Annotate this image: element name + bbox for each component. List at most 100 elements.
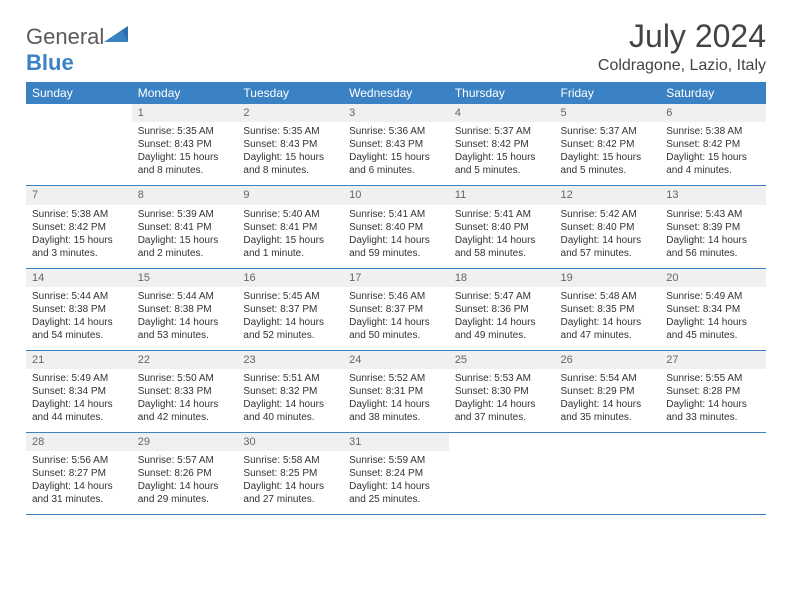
day-number: 7 [26, 186, 132, 204]
day-line: Sunset: 8:41 PM [243, 221, 337, 234]
day-line: Daylight: 14 hours [666, 398, 760, 411]
day-line: Daylight: 15 hours [561, 151, 655, 164]
calendar-day-cell: 26Sunrise: 5:54 AMSunset: 8:29 PMDayligh… [555, 350, 661, 432]
day-content: Sunrise: 5:52 AMSunset: 8:31 PMDaylight:… [343, 369, 449, 432]
calendar-day-cell: 31Sunrise: 5:59 AMSunset: 8:24 PMDayligh… [343, 433, 449, 515]
day-number: 30 [237, 433, 343, 451]
day-number: 12 [555, 186, 661, 204]
day-line: Daylight: 14 hours [455, 316, 549, 329]
calendar-day-cell: 22Sunrise: 5:50 AMSunset: 8:33 PMDayligh… [132, 350, 238, 432]
day-content: Sunrise: 5:41 AMSunset: 8:40 PMDaylight:… [343, 205, 449, 268]
day-line: Sunset: 8:34 PM [32, 385, 126, 398]
day-number: 14 [26, 269, 132, 287]
calendar-day-cell: 6Sunrise: 5:38 AMSunset: 8:42 PMDaylight… [660, 104, 766, 186]
weekday-header: Sunday [26, 82, 132, 104]
day-line: Sunset: 8:31 PM [349, 385, 443, 398]
calendar-day-cell: 20Sunrise: 5:49 AMSunset: 8:34 PMDayligh… [660, 268, 766, 350]
day-line: Sunset: 8:28 PM [666, 385, 760, 398]
day-line: Sunrise: 5:36 AM [349, 125, 443, 138]
logo-text-gray: General [26, 24, 104, 49]
day-content: Sunrise: 5:56 AMSunset: 8:27 PMDaylight:… [26, 451, 132, 514]
day-line: Sunset: 8:40 PM [561, 221, 655, 234]
day-line: Sunrise: 5:49 AM [32, 372, 126, 385]
day-line: Sunset: 8:33 PM [138, 385, 232, 398]
day-line: Sunset: 8:40 PM [455, 221, 549, 234]
day-line: Sunrise: 5:54 AM [561, 372, 655, 385]
day-line: Daylight: 15 hours [349, 151, 443, 164]
day-line: Sunrise: 5:46 AM [349, 290, 443, 303]
day-line: Sunrise: 5:48 AM [561, 290, 655, 303]
day-line: Sunset: 8:29 PM [561, 385, 655, 398]
calendar-day-cell: 13Sunrise: 5:43 AMSunset: 8:39 PMDayligh… [660, 186, 766, 268]
day-line: Sunrise: 5:43 AM [666, 208, 760, 221]
day-line: Sunset: 8:43 PM [349, 138, 443, 151]
day-line: Sunset: 8:26 PM [138, 467, 232, 480]
day-content: Sunrise: 5:49 AMSunset: 8:34 PMDaylight:… [26, 369, 132, 432]
day-number: 2 [237, 104, 343, 122]
day-line: Daylight: 14 hours [32, 480, 126, 493]
day-line: Sunrise: 5:44 AM [138, 290, 232, 303]
logo-text: GeneralBlue [26, 24, 130, 76]
day-line: Daylight: 14 hours [561, 234, 655, 247]
day-line: Sunrise: 5:37 AM [561, 125, 655, 138]
logo: GeneralBlue [26, 18, 130, 76]
weekday-header: Tuesday [237, 82, 343, 104]
day-line: Sunrise: 5:42 AM [561, 208, 655, 221]
day-number: 1 [132, 104, 238, 122]
day-number: 3 [343, 104, 449, 122]
day-line: and 50 minutes. [349, 329, 443, 342]
weekday-header: Friday [555, 82, 661, 104]
calendar-day-cell: 19Sunrise: 5:48 AMSunset: 8:35 PMDayligh… [555, 268, 661, 350]
day-line: and 3 minutes. [32, 247, 126, 260]
day-content [660, 451, 766, 509]
day-content: Sunrise: 5:59 AMSunset: 8:24 PMDaylight:… [343, 451, 449, 514]
day-line: and 42 minutes. [138, 411, 232, 424]
day-number: 11 [449, 186, 555, 204]
day-line: Sunset: 8:36 PM [455, 303, 549, 316]
day-line: and 52 minutes. [243, 329, 337, 342]
day-number: 23 [237, 351, 343, 369]
day-content: Sunrise: 5:47 AMSunset: 8:36 PMDaylight:… [449, 287, 555, 350]
day-line: and 6 minutes. [349, 164, 443, 177]
day-content: Sunrise: 5:43 AMSunset: 8:39 PMDaylight:… [660, 205, 766, 268]
day-content: Sunrise: 5:39 AMSunset: 8:41 PMDaylight:… [132, 205, 238, 268]
calendar-day-cell: 15Sunrise: 5:44 AMSunset: 8:38 PMDayligh… [132, 268, 238, 350]
day-line: Sunrise: 5:50 AM [138, 372, 232, 385]
day-line: and 37 minutes. [455, 411, 549, 424]
day-number: 19 [555, 269, 661, 287]
day-number: 13 [660, 186, 766, 204]
day-content [26, 122, 132, 180]
calendar-day-cell [26, 104, 132, 186]
calendar-table: SundayMondayTuesdayWednesdayThursdayFrid… [26, 82, 766, 515]
day-line: and 58 minutes. [455, 247, 549, 260]
day-line: Daylight: 14 hours [666, 234, 760, 247]
day-line: Sunset: 8:34 PM [666, 303, 760, 316]
day-line: and 44 minutes. [32, 411, 126, 424]
day-line: Daylight: 14 hours [349, 234, 443, 247]
day-line: and 57 minutes. [561, 247, 655, 260]
day-number: 4 [449, 104, 555, 122]
day-line: Daylight: 14 hours [455, 398, 549, 411]
day-line: and 4 minutes. [666, 164, 760, 177]
day-line: Daylight: 14 hours [561, 316, 655, 329]
day-line: and 8 minutes. [243, 164, 337, 177]
day-line: Sunrise: 5:40 AM [243, 208, 337, 221]
day-content: Sunrise: 5:51 AMSunset: 8:32 PMDaylight:… [237, 369, 343, 432]
day-line: and 47 minutes. [561, 329, 655, 342]
day-content: Sunrise: 5:57 AMSunset: 8:26 PMDaylight:… [132, 451, 238, 514]
day-line: Daylight: 14 hours [349, 316, 443, 329]
day-line: and 29 minutes. [138, 493, 232, 506]
day-content: Sunrise: 5:44 AMSunset: 8:38 PMDaylight:… [132, 287, 238, 350]
day-line: and 33 minutes. [666, 411, 760, 424]
day-content: Sunrise: 5:45 AMSunset: 8:37 PMDaylight:… [237, 287, 343, 350]
day-line: Daylight: 14 hours [349, 480, 443, 493]
location: Coldragone, Lazio, Italy [598, 57, 766, 75]
day-line: Daylight: 14 hours [666, 316, 760, 329]
day-line: Sunset: 8:37 PM [349, 303, 443, 316]
weekday-header: Thursday [449, 82, 555, 104]
day-line: Daylight: 15 hours [32, 234, 126, 247]
day-line: Sunrise: 5:45 AM [243, 290, 337, 303]
calendar-day-cell: 18Sunrise: 5:47 AMSunset: 8:36 PMDayligh… [449, 268, 555, 350]
day-line: Sunrise: 5:59 AM [349, 454, 443, 467]
day-line: Daylight: 15 hours [243, 234, 337, 247]
